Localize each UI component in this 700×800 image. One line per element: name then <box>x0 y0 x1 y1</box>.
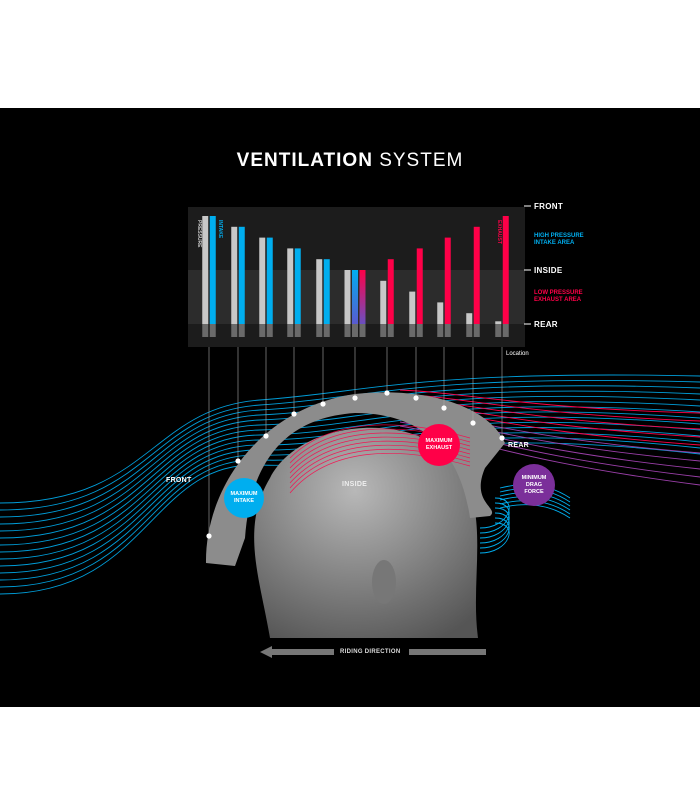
bar-intake-6 <box>352 270 358 324</box>
bar-base-pressure-5 <box>316 324 323 337</box>
bar-pressure-4 <box>287 248 294 324</box>
high-pressure-label: HIGH PRESSURE INTAKE AREA <box>534 233 584 246</box>
bar-base-pressure-3 <box>259 324 266 337</box>
bar-pressure-11 <box>495 321 502 324</box>
x-axis-label: Location <box>506 351 529 357</box>
bar-base-exhaust-8 <box>416 324 423 337</box>
bar-exhaust-6 <box>359 270 366 324</box>
airflow-line-intake <box>0 406 700 546</box>
bar-pressure-9 <box>437 302 444 324</box>
bar-base-exhaust-10 <box>473 324 480 337</box>
axis-label-rear: REAR <box>534 320 558 329</box>
diagram-artwork <box>0 205 700 658</box>
bar-base-pressure-10 <box>466 324 473 337</box>
bar-base-exhaust-11 <box>502 324 509 337</box>
label-front: FRONT <box>166 477 192 484</box>
bar-base-exhaust-6 <box>359 324 366 337</box>
location-dot-5 <box>320 401 326 407</box>
max-exhaust-badge: MAXIMUM EXHAUST <box>418 424 460 466</box>
bar-intake-2 <box>238 226 245 324</box>
arrow-left-icon <box>260 646 272 658</box>
bar-base-exhaust-7 <box>387 324 394 337</box>
axis-label-front: FRONT <box>534 202 564 211</box>
bar-base-intake-3 <box>266 324 273 337</box>
min-drag-badge: MINIMUM DRAG FORCE <box>513 464 555 506</box>
max-intake-badge: MAXIMUM INTAKE <box>224 478 264 518</box>
bar-pressure-1 <box>202 216 209 324</box>
bar-pressure-2 <box>231 226 238 324</box>
bar-base-intake-5 <box>323 324 330 337</box>
label-inside: INSIDE <box>342 481 368 488</box>
airflow-line-intake <box>0 395 700 532</box>
bar-base-pressure-7 <box>380 324 387 337</box>
bar-pressure-7 <box>380 280 387 324</box>
location-dot-1 <box>206 533 212 539</box>
airflow-line-intake <box>0 379 700 511</box>
series-label-intake: INTAKE <box>217 220 223 239</box>
bar-exhaust-11 <box>502 216 509 324</box>
location-dot-4 <box>291 411 297 417</box>
bar-intake-1 <box>209 216 216 324</box>
airflow-line-intake <box>0 385 700 518</box>
location-dot-3 <box>263 433 269 439</box>
bar-exhaust-7 <box>387 259 394 324</box>
page-title: VENTILATION SYSTEM <box>236 150 464 171</box>
bar-base-pressure-2 <box>231 324 238 337</box>
ear <box>372 560 396 604</box>
airflow-line-intake <box>0 401 700 539</box>
airflow-line-exhaust <box>399 389 700 414</box>
location-dot-10 <box>470 420 476 426</box>
bar-exhaust-9 <box>444 237 451 324</box>
bar-base-pressure-4 <box>287 324 294 337</box>
bar-base-intake-4 <box>294 324 301 337</box>
label-rear: REAR <box>508 442 530 449</box>
bar-base-intake-2 <box>238 324 245 337</box>
bar-base-exhaust-9 <box>444 324 451 337</box>
airflow-line-intake <box>0 374 700 504</box>
location-dot-11 <box>499 435 505 441</box>
location-dot-2 <box>235 458 241 464</box>
location-dot-6 <box>352 395 358 401</box>
axis-label-inside: INSIDE <box>534 266 563 275</box>
bar-intake-3 <box>266 237 273 324</box>
bar-base-pressure-8 <box>409 324 416 337</box>
bar-base-intake-1 <box>209 324 216 337</box>
location-dot-8 <box>413 395 419 401</box>
bar-pressure-3 <box>259 237 266 324</box>
airflow-line-intake <box>0 411 700 553</box>
series-label-exhaust: EXHAUST <box>496 220 502 244</box>
airflow-line-intake <box>0 390 700 525</box>
bar-base-intake-6 <box>352 324 358 337</box>
bar-exhaust-8 <box>416 248 423 324</box>
location-dot-7 <box>384 390 390 396</box>
low-pressure-label: LOW PRESSURE EXHAUST AREA <box>534 290 583 303</box>
bar-pressure-8 <box>409 291 416 324</box>
location-dot-9 <box>441 405 447 411</box>
series-label-pressure: PRESSURE <box>196 220 202 248</box>
bar-base-pressure-6 <box>344 324 351 337</box>
bar-pressure-5 <box>316 259 323 324</box>
bar-pressure-6 <box>344 270 351 324</box>
bar-base-pressure-1 <box>202 324 209 337</box>
turbulence-line <box>479 500 571 534</box>
bar-base-pressure-9 <box>437 324 444 337</box>
bar-base-pressure-11 <box>495 324 502 337</box>
arrow-shaft <box>270 649 334 655</box>
head <box>254 427 478 638</box>
bar-exhaust-10 <box>473 226 480 324</box>
bar-intake-5 <box>323 259 330 324</box>
bar-intake-4 <box>294 248 301 324</box>
riding-direction-label: RIDING DIRECTION <box>340 649 401 655</box>
bar-pressure-10 <box>466 313 473 324</box>
arrow-shaft <box>409 649 486 655</box>
ventilation-infographic: VENTILATION SYSTEM FRONT INSIDE REAR HIG… <box>0 108 700 707</box>
